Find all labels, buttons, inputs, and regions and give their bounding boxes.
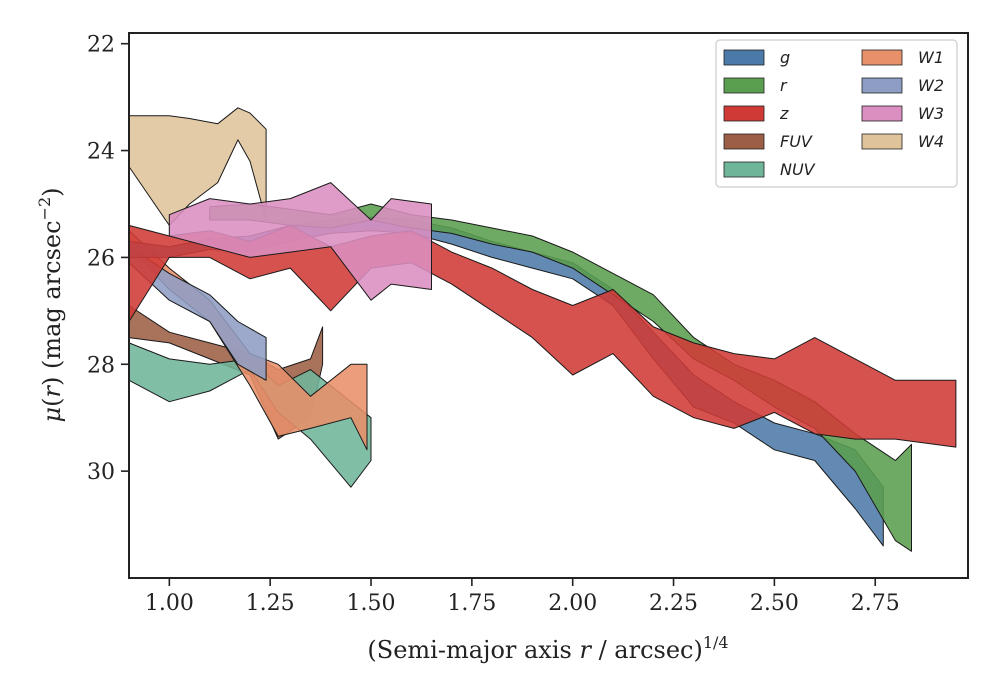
legend-label: W2 [918, 76, 944, 95]
legend-swatch [723, 77, 765, 94]
x-tick-label: 2.00 [548, 591, 597, 616]
legend-label: W1 [918, 48, 944, 67]
band-w3 [168, 182, 432, 301]
legend: grz FUV NUV W1 W2 W3 W4 [715, 39, 958, 188]
y-tick-label: 30 [87, 460, 115, 485]
legend-swatch [861, 49, 903, 66]
legend-swatch [861, 133, 903, 150]
x-axis-label: (Semi-major axis r / arcsec)1/4 [367, 633, 728, 664]
legend-label: FUV [780, 132, 813, 151]
x-tick-label: 1.25 [246, 591, 295, 616]
legend-label: r [780, 76, 788, 95]
legend-entry-r: r [723, 76, 788, 95]
x-tick-label: 1.75 [447, 591, 496, 616]
x-tick-label: 2.25 [649, 591, 698, 616]
legend-label: z [779, 104, 789, 123]
bands-layer [128, 107, 957, 552]
x-tick-label: 1.00 [145, 591, 194, 616]
y-axis-label: μ(r) (mag arcsec−2) [35, 187, 66, 422]
ticks-layer: 1.00 1.25 1.50 1.75 2.00 2.25 2.50 2.75 22 24 26 28… [87, 33, 900, 616]
legend-swatch [723, 49, 765, 66]
legend-label: W3 [918, 104, 944, 123]
legend-entry-w3: W3 [861, 104, 944, 123]
y-tick-label: 26 [87, 246, 115, 271]
legend-entry-z: z [723, 104, 789, 123]
legend-label: g [780, 48, 790, 67]
legend-frame [715, 39, 958, 188]
y-tick-label: 28 [87, 353, 115, 378]
legend-label: W4 [918, 132, 944, 151]
legend-swatch [861, 77, 903, 94]
legend-entry-w1: W1 [861, 48, 944, 67]
legend-entry-g: g [723, 48, 790, 67]
x-tick-label: 1.50 [347, 591, 396, 616]
legend-swatch [723, 105, 765, 122]
band-w2 [128, 246, 267, 381]
legend-swatch [723, 133, 765, 150]
legend-label: NUV [780, 160, 816, 179]
legend-entry-nuv: NUV [723, 160, 816, 179]
legend-entry-w4: W4 [861, 132, 944, 151]
legend-entry-w2: W2 [861, 76, 944, 95]
plot-frame [128, 32, 969, 579]
legend-entry-fuv: FUV [723, 132, 813, 151]
y-tick-label: 22 [87, 33, 115, 58]
legend-swatch [723, 161, 765, 178]
legend-swatch [861, 105, 903, 122]
x-tick-label: 2.75 [851, 591, 900, 616]
y-tick-label: 24 [87, 140, 115, 165]
x-tick-label: 2.50 [750, 591, 799, 616]
